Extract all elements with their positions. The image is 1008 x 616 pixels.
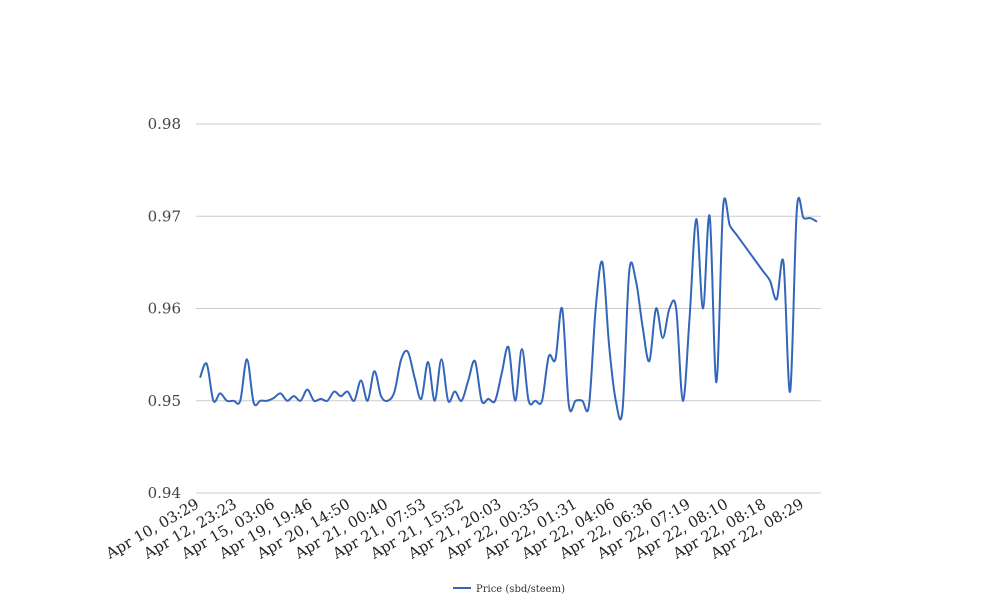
y-tick-label: 0.94 [148, 484, 181, 502]
gridlines [196, 123, 821, 494]
legend[interactable]: Price (sbd/steem) [453, 584, 565, 595]
y-axis: 0.94 0.95 0.96 0.97 0.98 [148, 115, 181, 502]
series-line [199, 197, 818, 421]
y-tick-label: 0.97 [148, 207, 181, 225]
legend-label: Price (sbd/steem) [476, 584, 565, 595]
y-tick-label: 0.95 [148, 392, 181, 410]
y-tick-label: 0.98 [148, 115, 181, 133]
y-tick-label: 0.96 [148, 300, 181, 318]
series-group [199, 197, 818, 421]
